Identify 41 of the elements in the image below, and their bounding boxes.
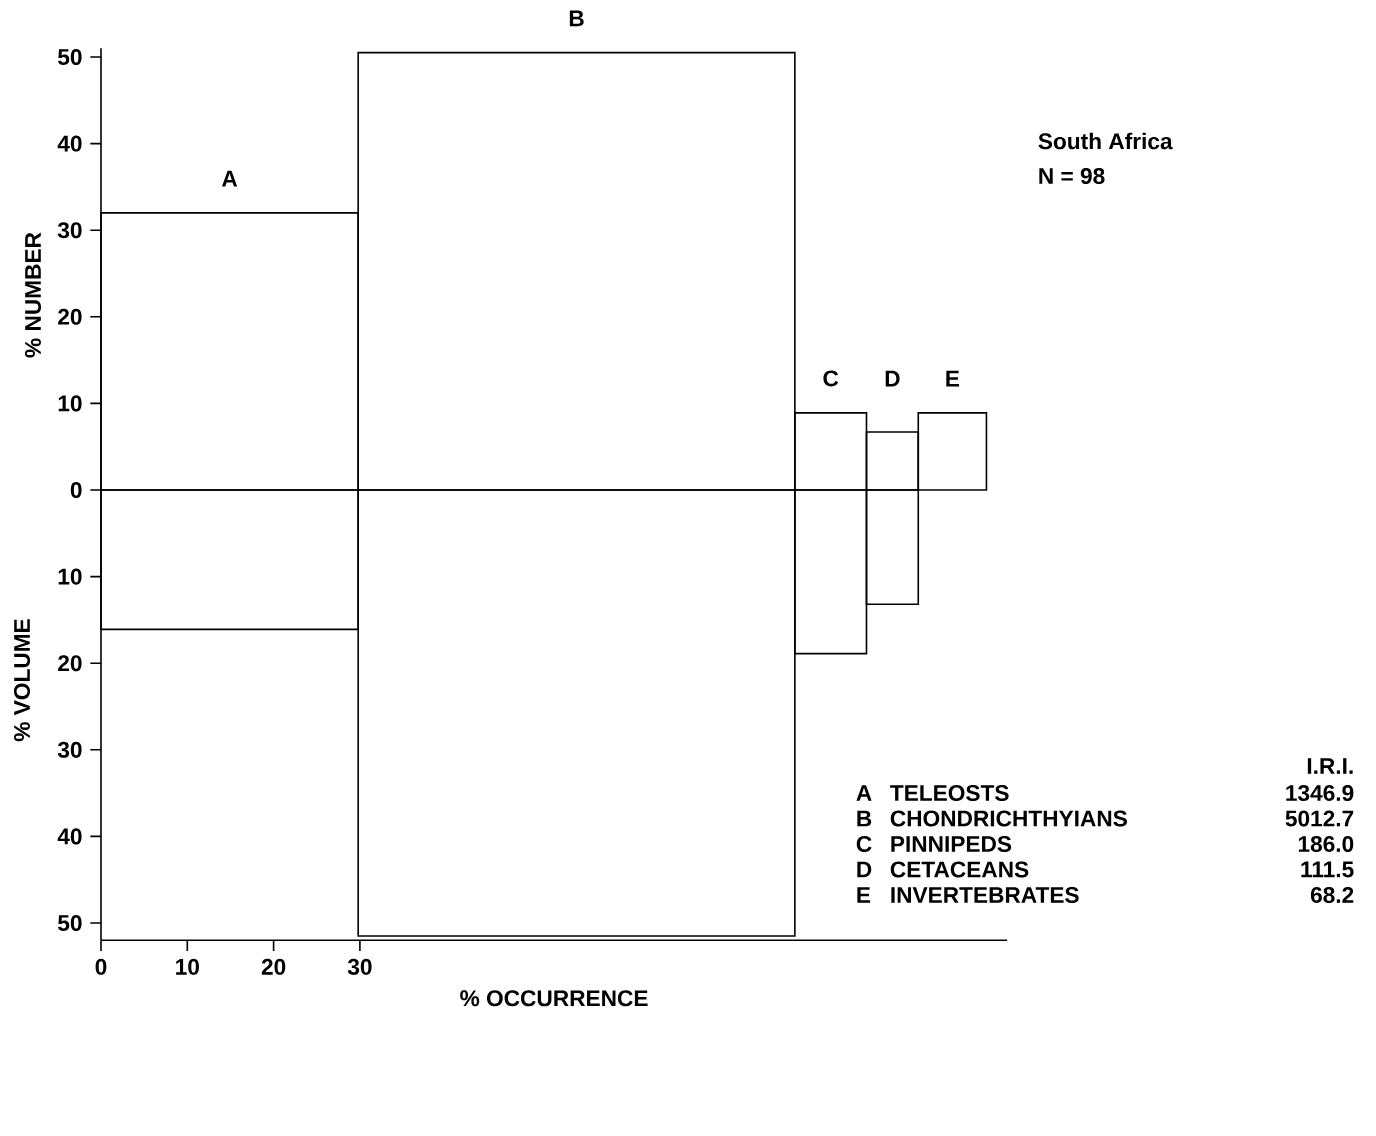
annotation: A: [856, 785, 872, 801]
text: % VOLUME: [13, 619, 31, 742]
text: 5012.7: [1285, 810, 1354, 827]
y-tick-label: 0: [70, 481, 82, 499]
y-tick-label: 20: [58, 308, 82, 325]
x-tick-label: 10: [176, 958, 199, 975]
annotation: INVERTEBRATES: [891, 886, 1079, 904]
y-tick-label: 40: [57, 135, 82, 152]
annotation: D: [857, 861, 872, 878]
annotation: C: [856, 835, 872, 853]
text: 186.0: [1298, 835, 1354, 853]
text: I.R.I.: [1307, 758, 1353, 774]
y-tick-label: 10: [58, 395, 82, 412]
y-tick-label: 30: [57, 741, 82, 758]
x-tick-label: 0: [95, 958, 107, 975]
annotation: B: [857, 810, 872, 827]
y-tick-label: 40: [57, 828, 82, 845]
y-axis-title: % NUMBER: [25, 232, 42, 358]
x-axis-title: % OCCURRENCE: [460, 990, 648, 1007]
text: South Africa: [1038, 132, 1173, 150]
y-tick-label: 30: [57, 222, 82, 239]
annotation: A: [221, 170, 238, 187]
annotation: C: [823, 370, 839, 387]
annotation: TELEOSTS: [890, 784, 1009, 802]
annotation: D: [885, 370, 900, 387]
text: N = 98: [1039, 167, 1105, 185]
y-tick-label: 20: [58, 655, 82, 672]
text: 111.5: [1301, 861, 1354, 878]
x-tick-label: 30: [347, 958, 372, 975]
text: 1346.9: [1286, 784, 1354, 802]
annotation: PINNIPEDS: [891, 835, 1012, 853]
annotation: E: [946, 370, 960, 387]
annotation: E: [857, 887, 871, 903]
y-tick-label: 10: [58, 568, 82, 585]
y-tick-label: 50: [57, 48, 82, 66]
text: 68.2: [1310, 886, 1354, 904]
annotation: CETACEANS: [890, 861, 1029, 878]
x-tick-label: 20: [261, 958, 286, 975]
annotation: CHONDRICHTHYIANS: [890, 810, 1127, 827]
y-tick-label: 50: [57, 914, 82, 932]
text: B: [569, 10, 584, 27]
